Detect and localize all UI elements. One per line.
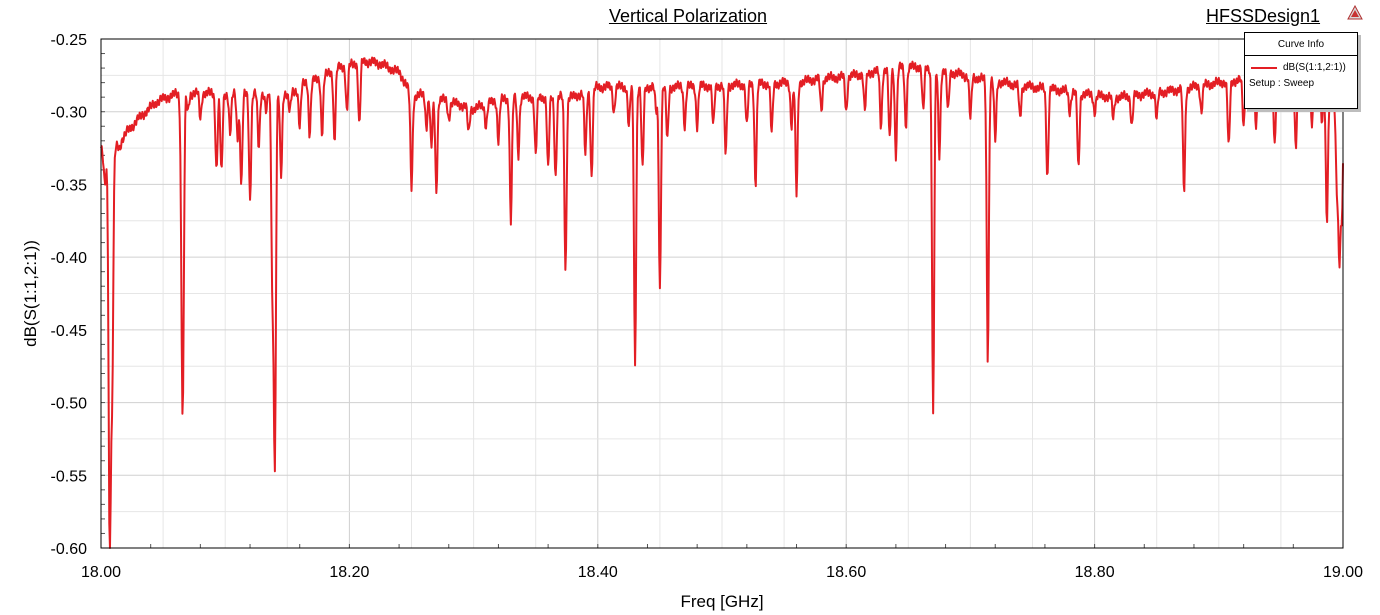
y-tick-label: -0.35 — [51, 177, 88, 194]
y-tick-label: -0.30 — [51, 105, 88, 122]
y-tick-label: -0.45 — [51, 323, 88, 340]
legend-setup-label: Setup : Sweep — [1249, 78, 1315, 89]
y-tick-labels: -0.25 -0.30 -0.35 -0.40 -0.45 -0.50 -0.55 -0.60 — [51, 32, 88, 558]
x-tick-label: 18.00 — [81, 564, 121, 581]
x-tick-label: 18.80 — [1075, 564, 1115, 581]
y-tick-label: -0.25 — [51, 32, 88, 49]
x-tick-labels: 18.00 18.20 18.40 18.60 18.80 19.00 — [81, 564, 1363, 581]
x-tick-label: 18.40 — [578, 564, 618, 581]
plot-title: Vertical Polarization — [608, 6, 768, 26]
y-tick-label: -0.40 — [51, 250, 88, 267]
y-axis-label: dB(S(1:1,2:1)) — [21, 240, 40, 347]
legend-line-swatch — [1251, 67, 1277, 69]
curve-info-legend[interactable]: Curve Info dB(S(1:1,2:1)) Setup : Sweep — [1244, 32, 1358, 109]
y-tick-label: -0.55 — [51, 468, 88, 485]
x-tick-label: 18.20 — [329, 564, 369, 581]
plot-frame — [100, 38, 1344, 549]
y-tick-label: -0.60 — [51, 541, 88, 558]
series-line-dB-S[interactable] — [100, 56, 1344, 549]
design-name[interactable]: HFSSDesign1 — [1206, 6, 1321, 26]
legend-series-name[interactable]: dB(S(1:1,2:1)) — [1283, 62, 1346, 73]
x-axis-label: Freq [GHz] — [680, 592, 763, 611]
ansys-logo-icon — [1347, 5, 1363, 20]
legend-title: Curve Info — [1277, 39, 1325, 50]
series-layer — [100, 56, 1344, 549]
x-tick-label: 19.00 — [1323, 564, 1363, 581]
grid — [100, 38, 1344, 549]
legend-divider — [1245, 55, 1357, 56]
y-tick-label: -0.50 — [51, 396, 88, 413]
x-tick-label: 18.60 — [826, 564, 866, 581]
